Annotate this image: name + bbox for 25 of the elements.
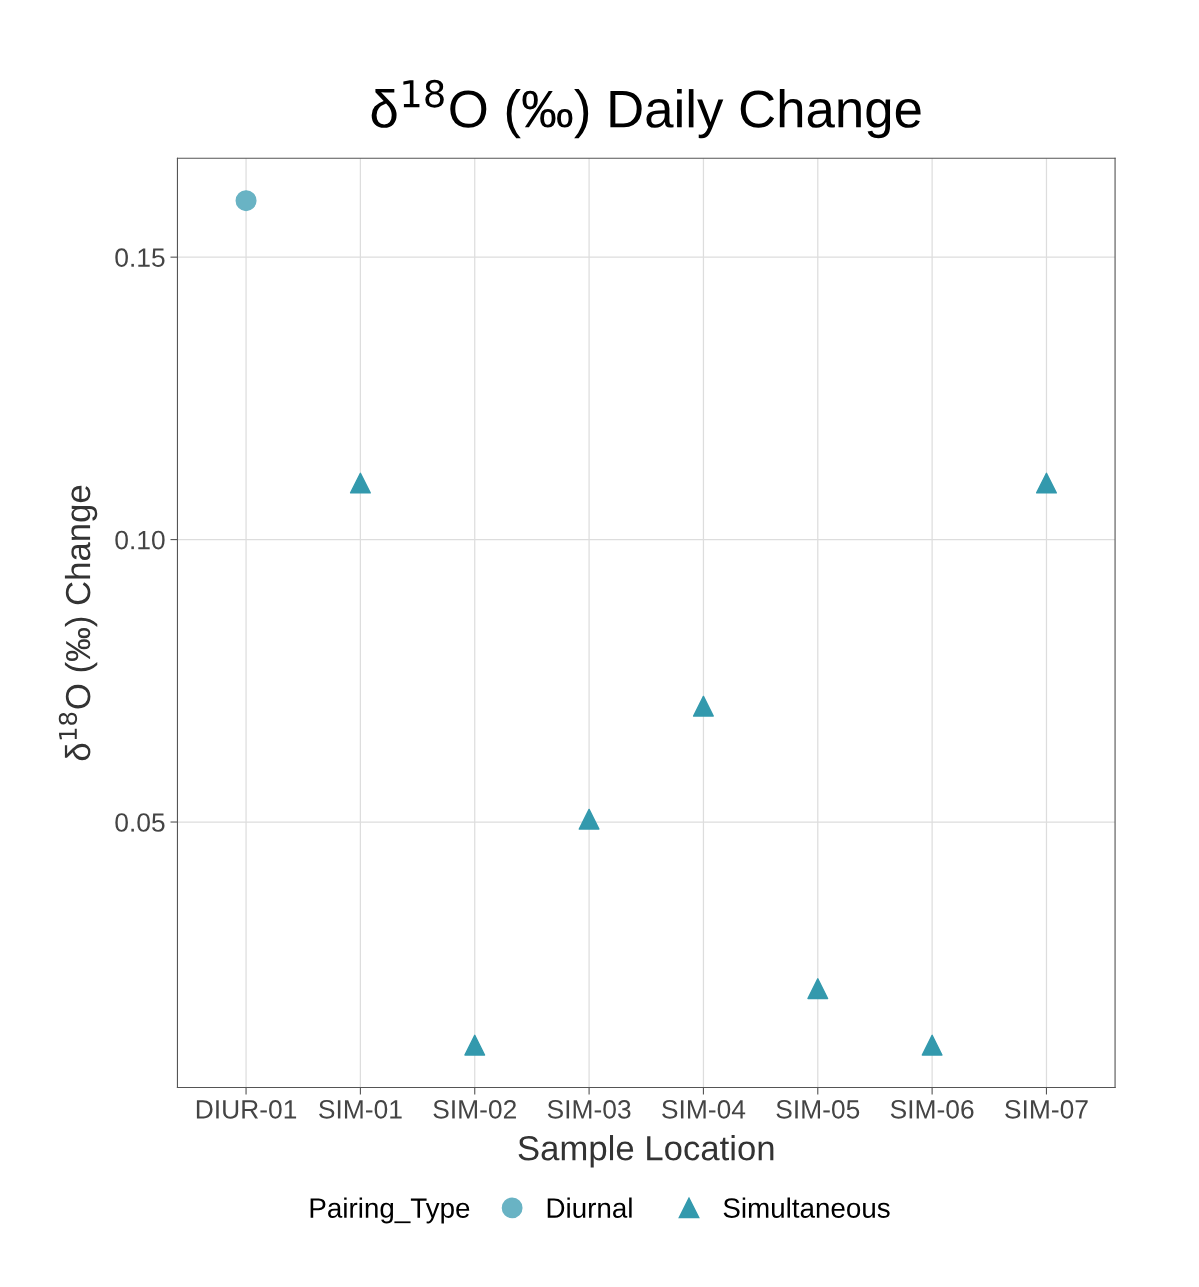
y-tick-label: 0.15 (115, 248, 165, 267)
point (921, 1034, 943, 1056)
y-tick-label: 0.05 (115, 813, 165, 832)
legend-label: Diurnal (547, 1197, 632, 1218)
x-axis-title: Sample Location (518, 1135, 774, 1168)
point (464, 1034, 486, 1056)
y-axis-title: δ$^{18}$O (‰) Change (58, 485, 98, 761)
point (692, 695, 714, 717)
x-tick-label: SIM-01 (319, 1100, 402, 1119)
x-tick-label: SIM-05 (776, 1100, 860, 1119)
x-tick-label: SIM-04 (662, 1100, 746, 1119)
legend-label: Simultaneous (723, 1197, 890, 1218)
x-tick-label: SIM-03 (547, 1100, 631, 1119)
point (349, 472, 371, 494)
x-tick-label: SIM-02 (433, 1100, 516, 1119)
legend-title: Pairing_Type (310, 1197, 470, 1224)
point (235, 190, 257, 212)
point (1035, 472, 1057, 494)
x-tick-label: DIUR-01 (196, 1100, 297, 1119)
point (807, 978, 829, 1000)
x-tick-label: SIM-07 (1005, 1100, 1088, 1119)
y-tick-label: 0.10 (115, 530, 165, 550)
x-tick-label: SIM-06 (890, 1100, 974, 1119)
point (578, 808, 600, 830)
chart-title: δ$^{18}$O (‰) Daily Change (371, 79, 921, 139)
